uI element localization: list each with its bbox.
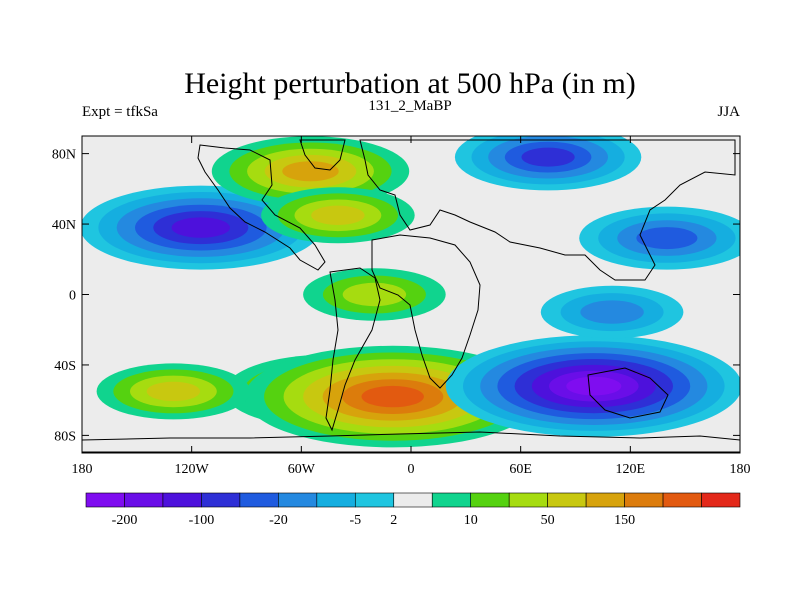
- y-tick-label-0: 80N: [52, 148, 76, 163]
- contour-band-9-7: [566, 376, 622, 396]
- colorbar-label-3: -5: [349, 513, 361, 528]
- y-tick-label-3: 40S: [54, 359, 76, 374]
- right-string: JJA: [717, 104, 740, 120]
- contour-band-3-4: [282, 161, 339, 182]
- x-tick-label-4: 60E: [509, 462, 532, 477]
- x-tick-label-1: 120W: [175, 462, 210, 477]
- contour-band-5-2: [342, 282, 407, 307]
- coastline-africa: [371, 234, 481, 389]
- colorbar-box-10: [470, 492, 510, 508]
- x-tick-label-3: 0: [408, 462, 415, 477]
- x-tick-label-6: 180: [730, 462, 751, 477]
- colorbar-box-9: [431, 492, 472, 508]
- colorbar: -200 -100 -20 -5 2 10 50 150: [85, 492, 741, 528]
- colorbar-box-4: [239, 492, 279, 508]
- x-tick-label-5: 120E: [616, 462, 646, 477]
- contour-band-2-3: [636, 227, 698, 250]
- colorbar-label-4: 2: [390, 513, 397, 528]
- colorbar-box-11: [508, 492, 548, 508]
- colorbar-box-5: [278, 492, 318, 508]
- x-axis: 180 120W 60W 0 60E 120E 180: [72, 136, 751, 477]
- coastline-eurasia: [359, 139, 736, 281]
- colorbar-box-13: [585, 492, 625, 508]
- coastline-antarctica: [82, 431, 740, 453]
- colorbar-box-14: [624, 492, 664, 508]
- x-tick-label-2: 60W: [288, 462, 316, 477]
- coastline-australia: [587, 367, 669, 419]
- colorbar-box-0: [85, 492, 125, 508]
- x-tick-label-0: 180: [72, 462, 93, 477]
- colorbar-box-12: [547, 492, 587, 508]
- contour-band-7-6: [361, 385, 424, 408]
- chart-title: Height perturbation at 500 hPa (in m): [184, 67, 636, 100]
- center-string: 131_2_MaBP: [368, 98, 451, 114]
- y-tick-label-2: 0: [69, 289, 76, 304]
- contour-band-4-3: [311, 205, 365, 225]
- y-tick-label-4: 80S: [54, 429, 76, 444]
- contour-fill-layer: [82, 136, 740, 448]
- colorbar-box-2: [162, 492, 202, 508]
- colorbar-label-5: 10: [464, 513, 478, 528]
- coastline-layer: [82, 139, 740, 453]
- y-tick-label-1: 40N: [52, 218, 76, 233]
- colorbar-label-0: -200: [112, 513, 138, 528]
- left-string: Expt = tfkSa: [82, 104, 158, 120]
- colorbar-label-7: 150: [614, 513, 635, 528]
- colorbar-box-15: [662, 492, 702, 508]
- colorbar-label-2: -20: [269, 513, 288, 528]
- colorbar-box-16: [701, 492, 741, 508]
- colorbar-label-1: -100: [189, 513, 215, 528]
- y-axis: 80N 40N 0 40S 80S: [52, 148, 740, 444]
- coastline-north-america: [197, 144, 326, 271]
- contour-band-8-3: [146, 381, 201, 402]
- colorbar-box-1: [124, 492, 164, 508]
- coastline-greenland: [299, 139, 346, 171]
- contour-band-0-5: [171, 217, 230, 238]
- colorbar-box-6: [316, 492, 356, 508]
- contour-map: [82, 136, 740, 453]
- coastline-south-america: [325, 267, 381, 432]
- colorbar-box-3: [201, 492, 241, 508]
- colorbar-box-7: [354, 492, 395, 508]
- contour-band-1-4: [521, 147, 575, 167]
- contour-band-10-2: [580, 300, 644, 324]
- colorbar-box-8: [393, 492, 433, 508]
- colorbar-label-6: 50: [541, 513, 555, 528]
